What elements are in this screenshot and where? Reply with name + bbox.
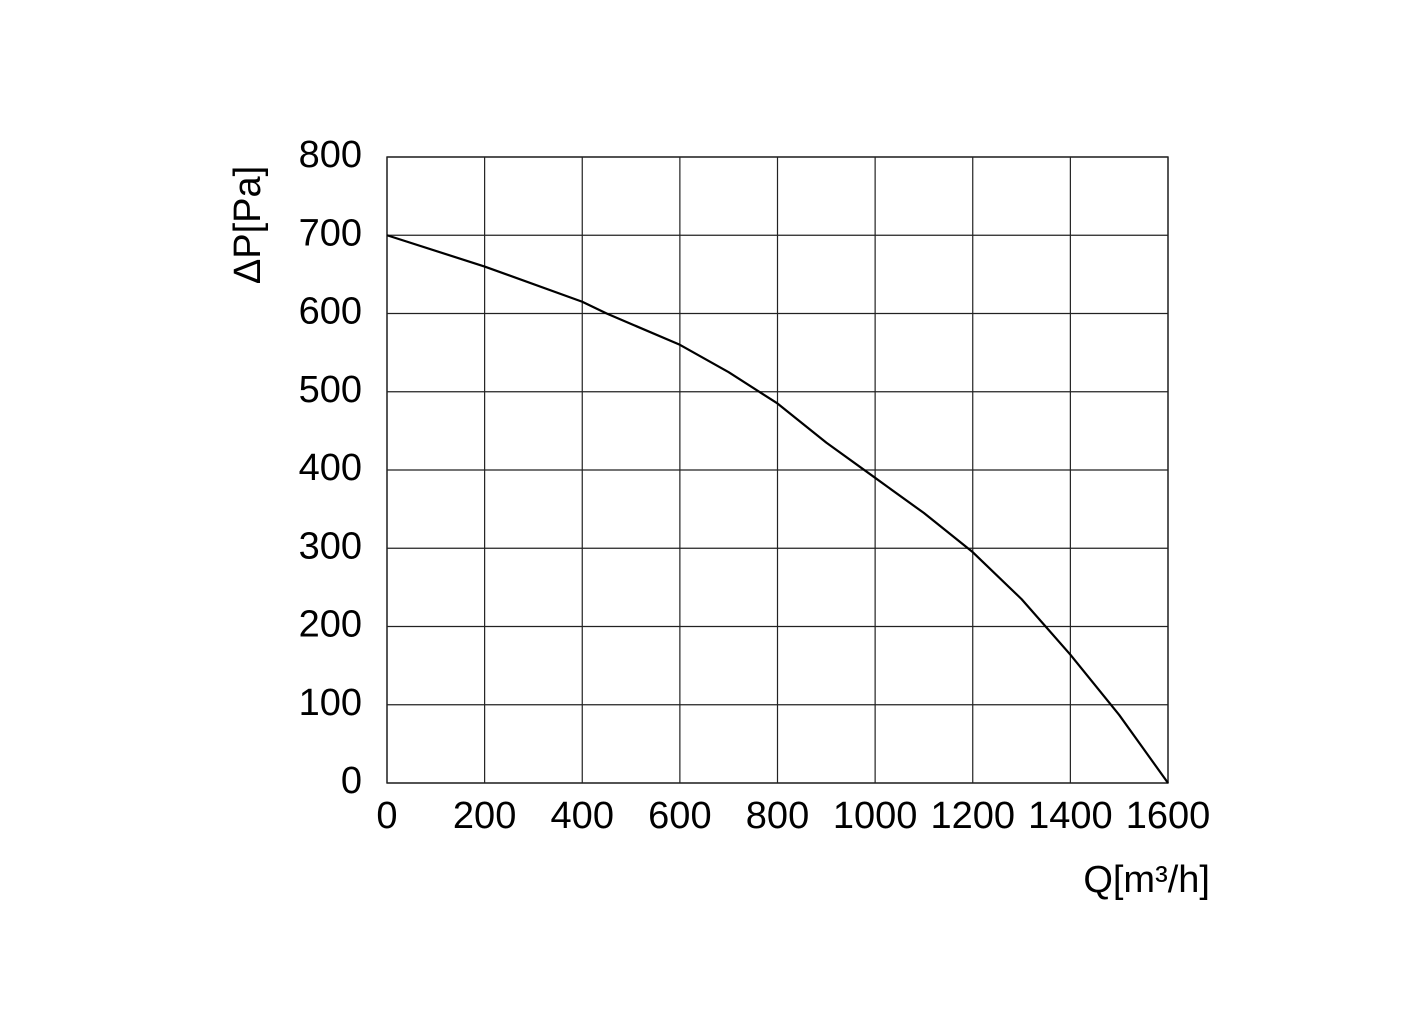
x-tick-label: 1000	[833, 795, 918, 837]
x-tick-label: 1200	[930, 795, 1015, 837]
x-tick-label: 1400	[1028, 795, 1113, 837]
y-tick-label: 500	[299, 369, 362, 411]
x-tick-label: 800	[746, 795, 809, 837]
x-tick-label: 1600	[1126, 795, 1211, 837]
y-tick-label: 800	[299, 134, 362, 176]
data-line	[386, 234, 1169, 784]
y-tick-label: 100	[299, 682, 362, 724]
y-tick-label: 300	[299, 525, 362, 567]
x-tick-label: 0	[376, 795, 397, 837]
x-axis-label: Q[m³/h]	[1083, 859, 1210, 901]
x-tick-label: 200	[453, 795, 516, 837]
y-tick-label: 200	[299, 604, 362, 646]
y-axis-label: ΔP[Pa]	[227, 166, 269, 284]
x-tick-label: 400	[551, 795, 614, 837]
y-tick-label: 0	[341, 760, 362, 802]
y-tick-label: 400	[299, 447, 362, 489]
x-tick-label: 600	[648, 795, 711, 837]
y-tick-label: 600	[299, 291, 362, 333]
y-tick-label: 700	[299, 212, 362, 254]
